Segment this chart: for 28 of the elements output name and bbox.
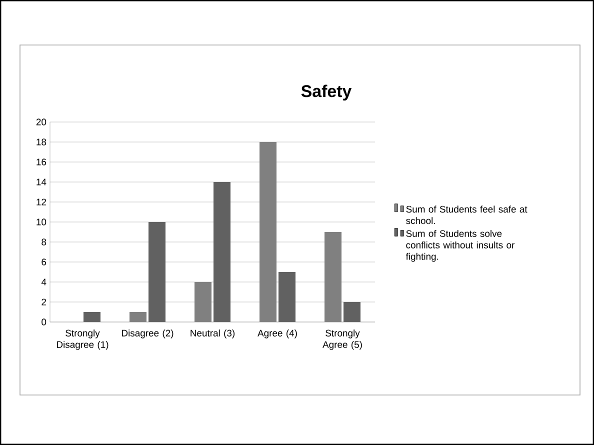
legend-label: Sum of Students solve conflicts without insults or fighting. bbox=[406, 230, 515, 262]
x-tick-label: Strongly Disagree (1) bbox=[56, 330, 108, 350]
y-tick-label: 20 bbox=[36, 118, 46, 126]
y-tick-label: 14 bbox=[36, 178, 46, 186]
bar bbox=[260, 142, 277, 322]
y-tick-label: 18 bbox=[36, 138, 46, 146]
chart-title: Safety bbox=[301, 84, 352, 101]
x-tick-label: Neutral (3) bbox=[190, 330, 235, 338]
y-tick-label: 4 bbox=[41, 278, 46, 286]
x-tick-label: Disagree (2) bbox=[122, 330, 174, 338]
bar bbox=[214, 182, 230, 322]
y-tick-label: 12 bbox=[36, 198, 46, 206]
y-tick-label: 6 bbox=[42, 258, 46, 266]
bar bbox=[324, 232, 342, 322]
y-tick-label: 10 bbox=[36, 218, 46, 226]
y-tick-label: 8 bbox=[42, 238, 46, 246]
legend-label: Sum of Students feel safe at school. bbox=[406, 206, 528, 224]
x-tick-label: Strongly Agree (5) bbox=[322, 330, 362, 350]
bar bbox=[130, 312, 147, 322]
bar bbox=[148, 222, 166, 322]
y-tick-label: 2 bbox=[42, 298, 46, 306]
bar bbox=[83, 312, 100, 322]
bar bbox=[278, 272, 296, 322]
y-tick-label: 16 bbox=[36, 158, 46, 166]
x-tick-label: Agree (4) bbox=[258, 330, 297, 338]
bar bbox=[344, 302, 360, 322]
y-tick-label: 0 bbox=[42, 318, 46, 326]
bar bbox=[194, 282, 212, 322]
